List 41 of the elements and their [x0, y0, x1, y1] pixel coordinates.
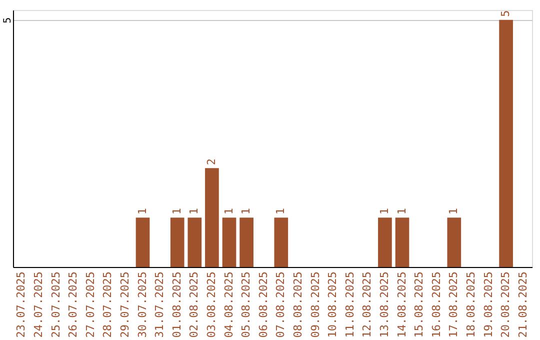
x-tick-label: 02.08.2025 [188, 272, 201, 338]
x-tick-label: 19.08.2025 [482, 272, 495, 338]
x-tick-label: 04.08.2025 [222, 272, 236, 338]
x-tick-label: 11.08.2025 [343, 272, 356, 338]
x-tick-label: 12.08.2025 [360, 272, 374, 338]
x-tick-label: 20.08.2025 [499, 272, 512, 338]
x-tick-label: 14.08.2025 [395, 272, 408, 338]
data-label: 1 [170, 208, 184, 215]
x-tick-label: 17.08.2025 [447, 272, 460, 338]
data-label: 1 [222, 208, 236, 215]
x-tick-label: 23.07.2025 [14, 272, 28, 338]
data-label: 1 [395, 208, 408, 215]
x-tick-label: 26.07.2025 [66, 272, 80, 338]
data-label: 1 [240, 208, 253, 215]
x-tick-label: 24.07.2025 [32, 272, 45, 338]
x-tick-label: 08.08.2025 [291, 272, 304, 338]
x-tick-label: 30.07.2025 [136, 272, 149, 338]
x-tick-label: 25.07.2025 [49, 272, 62, 338]
x-tick-label: 07.08.2025 [274, 272, 288, 338]
x-tick-label: 15.08.2025 [412, 272, 426, 338]
data-label: 1 [274, 208, 288, 215]
data-label: 5 [499, 10, 512, 17]
x-tick-label: 09.08.2025 [308, 272, 322, 338]
data-label: 1 [447, 208, 460, 215]
x-tick-label: 29.07.2025 [118, 272, 132, 338]
x-tick-label: 01.08.2025 [170, 272, 184, 338]
x-tick-label: 10.08.2025 [326, 272, 340, 338]
x-tick-label: 21.08.2025 [516, 272, 530, 338]
x-tick-label: 06.08.2025 [256, 272, 270, 338]
data-label: 1 [188, 208, 201, 215]
x-tick-label: 16.08.2025 [430, 272, 443, 338]
data-label: 1 [136, 208, 149, 215]
x-tick-label: 13.08.2025 [378, 272, 391, 338]
x-tick-label: 18.08.2025 [464, 272, 478, 338]
x-tick-label: 05.08.2025 [240, 272, 253, 338]
data-label: 2 [204, 158, 218, 166]
data-label: 1 [378, 208, 391, 215]
x-tick-label: 31.07.2025 [153, 272, 166, 338]
x-tick-label: 27.07.2025 [84, 272, 97, 338]
x-tick-label: 03.08.2025 [204, 272, 218, 338]
x-tick-label: 28.07.2025 [101, 272, 114, 338]
